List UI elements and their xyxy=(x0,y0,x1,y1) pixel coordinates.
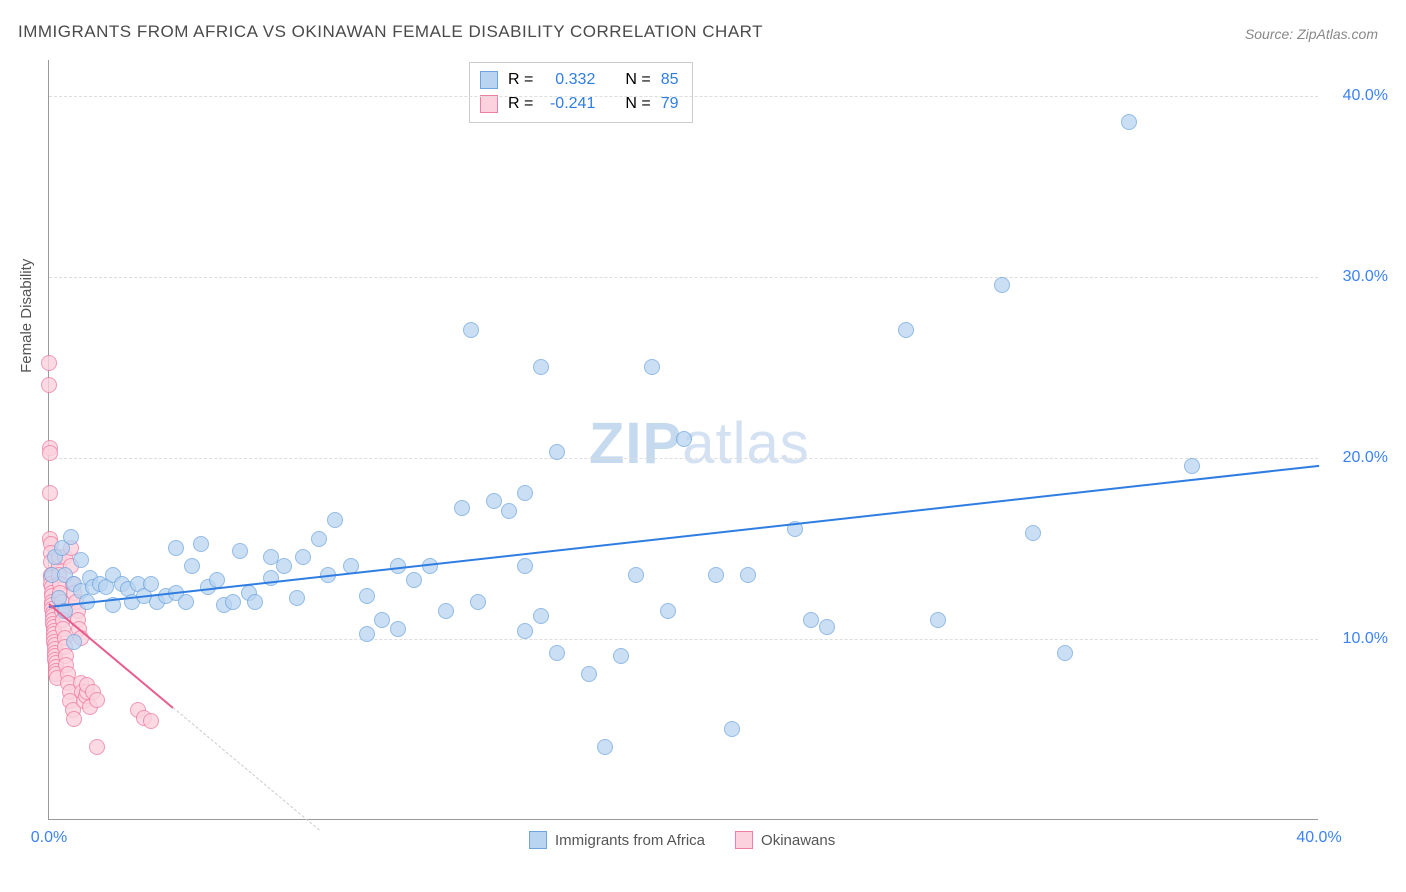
scatter-point xyxy=(327,512,343,528)
scatter-point xyxy=(390,621,406,637)
trendline xyxy=(172,707,319,830)
scatter-point xyxy=(41,355,57,371)
series-legend: Immigrants from Africa Okinawans xyxy=(529,831,835,849)
scatter-point xyxy=(1184,458,1200,474)
scatter-point xyxy=(359,626,375,642)
gridline xyxy=(49,639,1318,640)
n-label: N = xyxy=(625,68,650,92)
scatter-point xyxy=(994,277,1010,293)
scatter-point xyxy=(143,713,159,729)
legend-item-series-2: Okinawans xyxy=(735,831,835,849)
scatter-point xyxy=(533,608,549,624)
swatch-series-1 xyxy=(480,71,498,89)
scatter-point xyxy=(184,558,200,574)
swatch-series-1-icon xyxy=(529,831,547,849)
scatter-point xyxy=(930,612,946,628)
scatter-point xyxy=(533,359,549,375)
scatter-point xyxy=(232,543,248,559)
scatter-point xyxy=(597,739,613,755)
scatter-point xyxy=(359,588,375,604)
scatter-point xyxy=(898,322,914,338)
scatter-point xyxy=(63,529,79,545)
scatter-point xyxy=(708,567,724,583)
scatter-point xyxy=(581,666,597,682)
scatter-point xyxy=(470,594,486,610)
legend-row-series-1: R = 0.332 N = 85 xyxy=(480,68,678,92)
scatter-point xyxy=(42,485,58,501)
scatter-point xyxy=(517,558,533,574)
legend-item-series-1: Immigrants from Africa xyxy=(529,831,705,849)
plot-area: ZIPatlas R = 0.332 N = 85 R = -0.241 N =… xyxy=(48,60,1318,820)
chart-title: IMMIGRANTS FROM AFRICA VS OKINAWAN FEMAL… xyxy=(18,22,763,42)
scatter-point xyxy=(644,359,660,375)
scatter-point xyxy=(628,567,644,583)
xtick-label: 0.0% xyxy=(31,829,67,847)
scatter-point xyxy=(225,594,241,610)
scatter-point xyxy=(1057,645,1073,661)
scatter-point xyxy=(374,612,390,628)
scatter-point xyxy=(247,594,263,610)
scatter-point xyxy=(438,603,454,619)
scatter-point xyxy=(517,485,533,501)
trendline xyxy=(49,465,1319,608)
n-value-series-1: 85 xyxy=(661,68,679,92)
scatter-point xyxy=(41,377,57,393)
scatter-point xyxy=(501,503,517,519)
gridline xyxy=(49,277,1318,278)
scatter-point xyxy=(549,444,565,460)
watermark-bold: ZIP xyxy=(589,411,682,476)
scatter-point xyxy=(803,612,819,628)
scatter-point xyxy=(311,531,327,547)
scatter-point xyxy=(89,692,105,708)
scatter-point xyxy=(613,648,629,664)
ytick-label: 40.0% xyxy=(1343,87,1388,105)
watermark-rest: atlas xyxy=(682,411,810,476)
legend-label-series-1: Immigrants from Africa xyxy=(555,832,705,849)
xtick-label: 40.0% xyxy=(1296,829,1341,847)
scatter-point xyxy=(168,540,184,556)
gridline xyxy=(49,458,1318,459)
scatter-point xyxy=(517,623,533,639)
scatter-point xyxy=(724,721,740,737)
source-attribution: Source: ZipAtlas.com xyxy=(1245,26,1378,42)
scatter-point xyxy=(143,576,159,592)
scatter-point xyxy=(486,493,502,509)
scatter-point xyxy=(660,603,676,619)
scatter-point xyxy=(740,567,756,583)
y-axis-label: Female Disability xyxy=(18,259,35,373)
scatter-point xyxy=(676,431,692,447)
swatch-series-2-icon xyxy=(735,831,753,849)
scatter-point xyxy=(276,558,292,574)
scatter-point xyxy=(66,634,82,650)
ytick-label: 20.0% xyxy=(1343,449,1388,467)
scatter-point xyxy=(42,445,58,461)
scatter-point xyxy=(454,500,470,516)
scatter-point xyxy=(406,572,422,588)
scatter-point xyxy=(295,549,311,565)
scatter-point xyxy=(1025,525,1041,541)
scatter-point xyxy=(89,739,105,755)
scatter-point xyxy=(178,594,194,610)
scatter-point xyxy=(819,619,835,635)
r-value-series-1: 0.332 xyxy=(543,68,595,92)
scatter-point xyxy=(193,536,209,552)
ytick-label: 30.0% xyxy=(1343,268,1388,286)
scatter-point xyxy=(549,645,565,661)
scatter-point xyxy=(66,711,82,727)
ytick-label: 10.0% xyxy=(1343,630,1388,648)
scatter-point xyxy=(463,322,479,338)
scatter-point xyxy=(289,590,305,606)
scatter-point xyxy=(73,552,89,568)
gridline xyxy=(49,96,1318,97)
scatter-point xyxy=(1121,114,1137,130)
correlation-legend: R = 0.332 N = 85 R = -0.241 N = 79 xyxy=(469,62,693,123)
swatch-series-2 xyxy=(480,95,498,113)
r-label: R = xyxy=(508,68,533,92)
legend-label-series-2: Okinawans xyxy=(761,832,835,849)
watermark: ZIPatlas xyxy=(589,410,810,477)
